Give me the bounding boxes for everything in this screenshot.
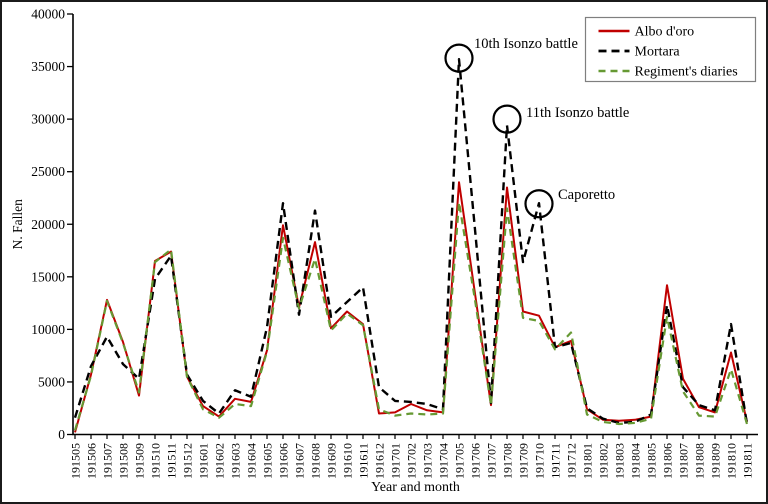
x-tick-label: 191510: [149, 443, 163, 479]
annotation-circle: [492, 104, 522, 134]
legend-label: Regiment's diaries: [635, 65, 738, 80]
x-tick-label: 191506: [85, 443, 99, 479]
x-tick-label: 191511: [165, 443, 179, 479]
x-tick-label: 191611: [357, 443, 371, 479]
x-tick-label: 191809: [709, 443, 723, 479]
x-tick-label: 191705: [453, 443, 467, 479]
x-tick-label: 191710: [533, 443, 547, 479]
x-axis-title: Year and month: [371, 480, 460, 495]
x-tick-label: 191605: [261, 443, 275, 479]
y-tick-label: 0: [58, 427, 65, 442]
x-tick-label: 191609: [325, 443, 339, 479]
x-tick-label: 191508: [117, 443, 131, 479]
x-tick-label: 191505: [69, 443, 83, 479]
series-line-regiments-diaries: [73, 201, 749, 431]
x-tick-label: 191601: [197, 443, 211, 479]
y-tick-label: 20000: [31, 217, 65, 232]
x-tick-label: 191507: [101, 443, 115, 479]
x-tick-label: 191708: [501, 443, 515, 479]
legend-label: Mortara: [635, 45, 681, 60]
x-tick-label: 191807: [677, 443, 691, 479]
x-tick-label: 191801: [581, 443, 595, 479]
x-tick-label: 191603: [229, 443, 243, 479]
x-tick-label: 191709: [517, 443, 531, 479]
y-tick-label: 40000: [31, 7, 65, 22]
x-tick-label: 191610: [341, 443, 355, 479]
y-tick-label: 5000: [38, 374, 65, 389]
x-tick-label: 191703: [421, 443, 435, 479]
x-tick-label: 191802: [597, 443, 611, 479]
legend-box: [584, 16, 757, 83]
y-tick-label: 30000: [31, 112, 65, 127]
x-tick-label: 191706: [469, 443, 483, 479]
x-tick-label: 191803: [613, 443, 627, 479]
x-tick-label: 191512: [181, 443, 195, 479]
x-tick-label: 191711: [549, 443, 563, 479]
x-tick-label: 191608: [309, 443, 323, 479]
x-tick-label: 191704: [437, 443, 451, 479]
x-tick-label: 191701: [389, 443, 403, 479]
x-tick-label: 191607: [293, 443, 307, 479]
y-axis-title: N. Fallen: [10, 199, 25, 249]
series-line-albo-doro: [74, 181, 748, 433]
series-line-mortara: [73, 58, 749, 425]
x-tick-label: 191712: [565, 443, 579, 479]
y-tick-label: 15000: [31, 269, 65, 284]
annotation-circle: [444, 43, 474, 73]
annotation-label: 10th Isonzo battle: [474, 36, 578, 52]
x-tick-label: 191602: [213, 443, 227, 479]
x-tick-label: 191509: [133, 443, 147, 479]
x-tick-label: 191810: [725, 443, 739, 479]
x-tick-label: 191707: [485, 443, 499, 479]
x-tick-label: 191804: [629, 443, 643, 479]
annotation-label: Caporetto: [558, 187, 615, 203]
annotation-circle: [524, 189, 554, 219]
x-tick-label: 191806: [661, 443, 675, 479]
y-tick-label: 10000: [31, 322, 65, 337]
x-tick-label: 191606: [277, 443, 291, 479]
x-tick-label: 191604: [245, 443, 259, 479]
y-tick-label: 25000: [31, 164, 65, 179]
legend-label: Albo d'oro: [635, 25, 695, 40]
annotation-label: 11th Isonzo battle: [526, 105, 629, 121]
y-tick-label: 35000: [31, 59, 65, 74]
x-tick-label: 191808: [693, 443, 707, 479]
x-tick-label: 191702: [405, 443, 419, 479]
x-tick-label: 191612: [373, 443, 387, 479]
x-tick-label: 191805: [645, 443, 659, 479]
x-tick-label: 191811: [741, 443, 755, 479]
